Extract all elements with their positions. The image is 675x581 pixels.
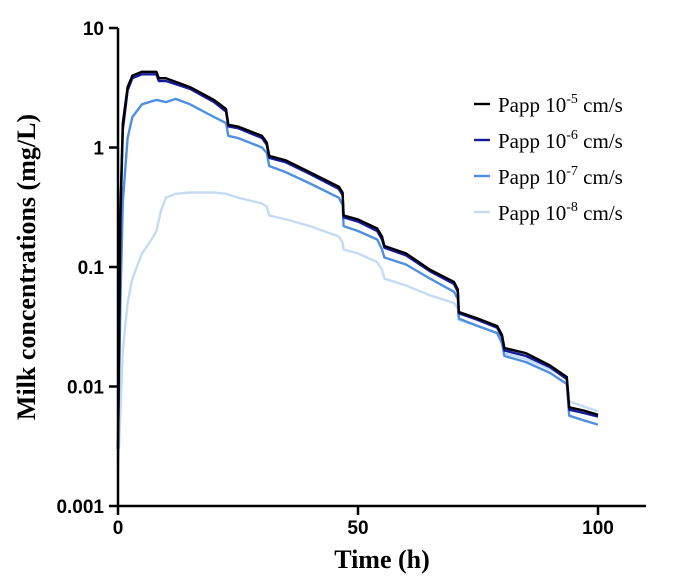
- series-line: [116, 191, 599, 471]
- legend: Papp 10-5 cm/s Papp 10-6 cm/s Papp 10-7 cm…: [474, 92, 623, 225]
- legend-label: Papp 10-5 cm/s: [498, 92, 623, 117]
- x-tick-label: 100: [582, 518, 614, 539]
- y-tick-label: 10: [83, 19, 104, 40]
- series-line: [116, 70, 599, 450]
- x-tick-label: 0: [113, 518, 124, 539]
- y-tick-label: 0.001: [56, 497, 104, 518]
- legend-label: Papp 10-8 cm/s: [498, 200, 623, 225]
- x-tick-label: 50: [347, 518, 368, 539]
- y-tick-label: 1: [93, 139, 104, 160]
- plot-lines: [116, 70, 599, 471]
- y-tick-label: 0.01: [67, 378, 104, 399]
- y-tick-label: 0.1: [78, 258, 105, 279]
- legend-label: Papp 10-6 cm/s: [498, 128, 623, 153]
- x-axis-title: Time (h): [334, 545, 430, 574]
- legend-label: Papp 10-7 cm/s: [498, 164, 623, 189]
- y-axis-title: Milk concentrations (mg/L): [12, 114, 41, 420]
